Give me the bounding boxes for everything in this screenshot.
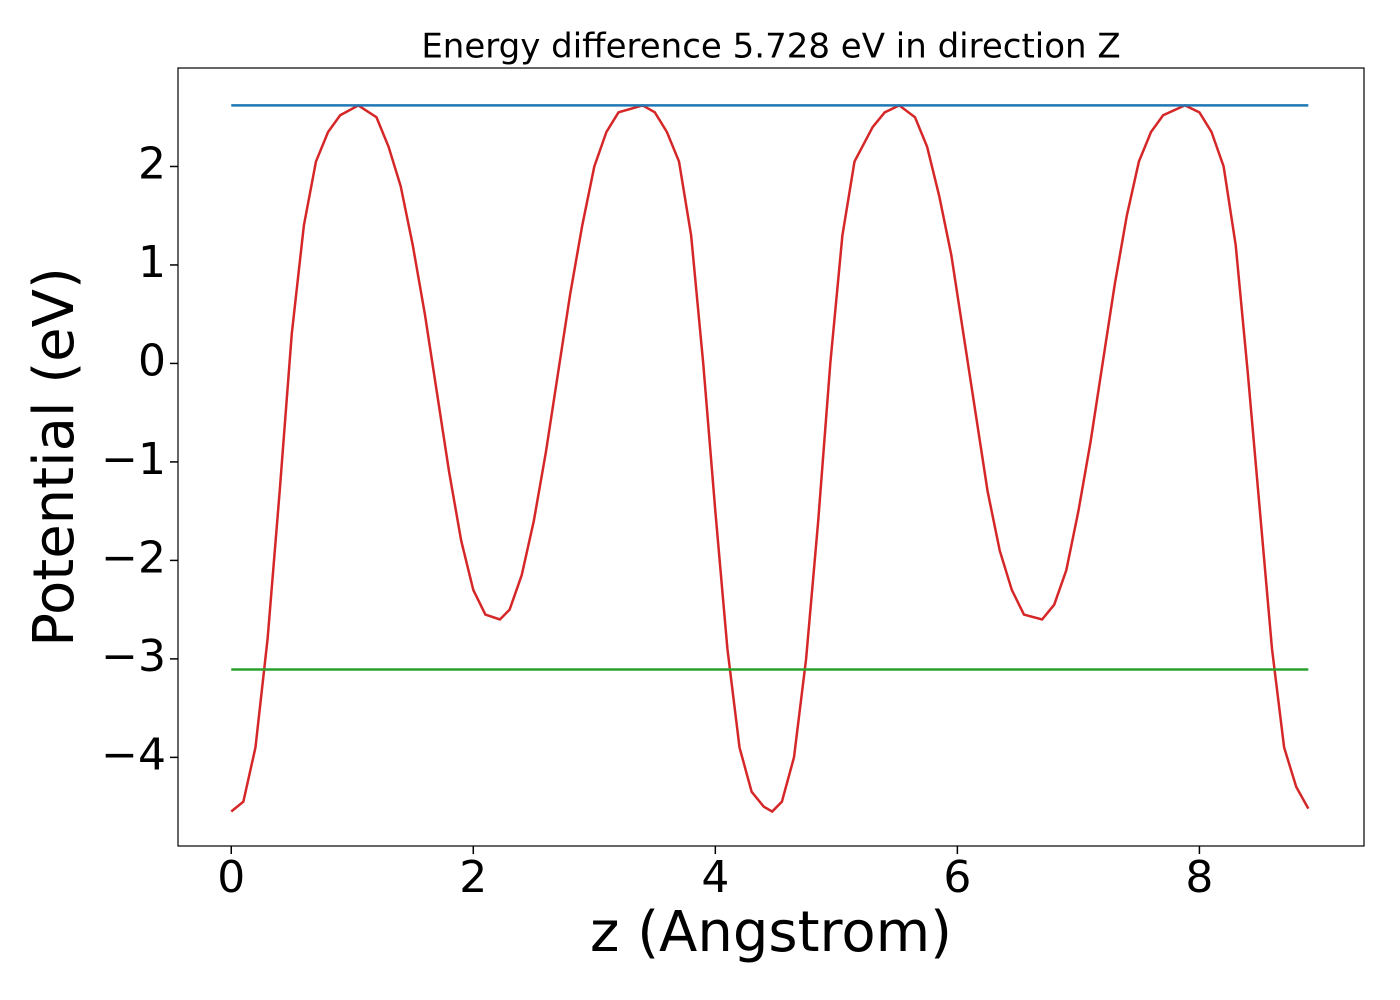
y-tick-label: −2 xyxy=(101,532,166,583)
y-tick-label: 0 xyxy=(138,335,166,386)
y-axis-label: Potential (eV) xyxy=(22,267,87,647)
y-tick-label: 1 xyxy=(138,237,166,288)
y-tick-label: 2 xyxy=(138,138,166,189)
x-tick-label: 2 xyxy=(459,852,487,903)
series-line xyxy=(230,103,1310,814)
y-tick-label: −1 xyxy=(101,434,166,485)
x-tick-label: 4 xyxy=(701,852,729,903)
plot-frame xyxy=(177,67,1365,847)
x-tick-label: 0 xyxy=(217,852,245,903)
x-tick-label: 8 xyxy=(1185,852,1213,903)
x-axis-label: z (Angstrom) xyxy=(590,900,952,965)
x-tick-label: 6 xyxy=(943,852,971,903)
chart-title: Energy difference 5.728 eV in direction … xyxy=(421,27,1120,67)
y-tick-label: −3 xyxy=(101,631,166,682)
y-tick-label: −4 xyxy=(101,729,166,780)
